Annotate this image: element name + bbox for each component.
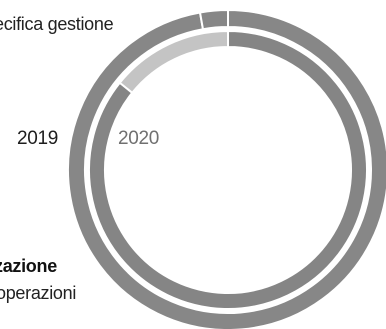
category-label-top: ecifica gestione [0,14,114,34]
donut-slice-2020-zazione [118,29,229,95]
donut-slice-2019-zazione [198,8,229,31]
donut-slice-2019-gestione [67,8,386,329]
ring-label-2019: 2019 [17,128,59,149]
category-label-bottom: operazioni [0,283,77,303]
category-label-bottom-bold: zazione [0,256,57,276]
donut-rings [67,8,386,329]
ring-label-2020: 2020 [118,128,160,149]
donut-slice-2020-gestione [88,29,368,310]
